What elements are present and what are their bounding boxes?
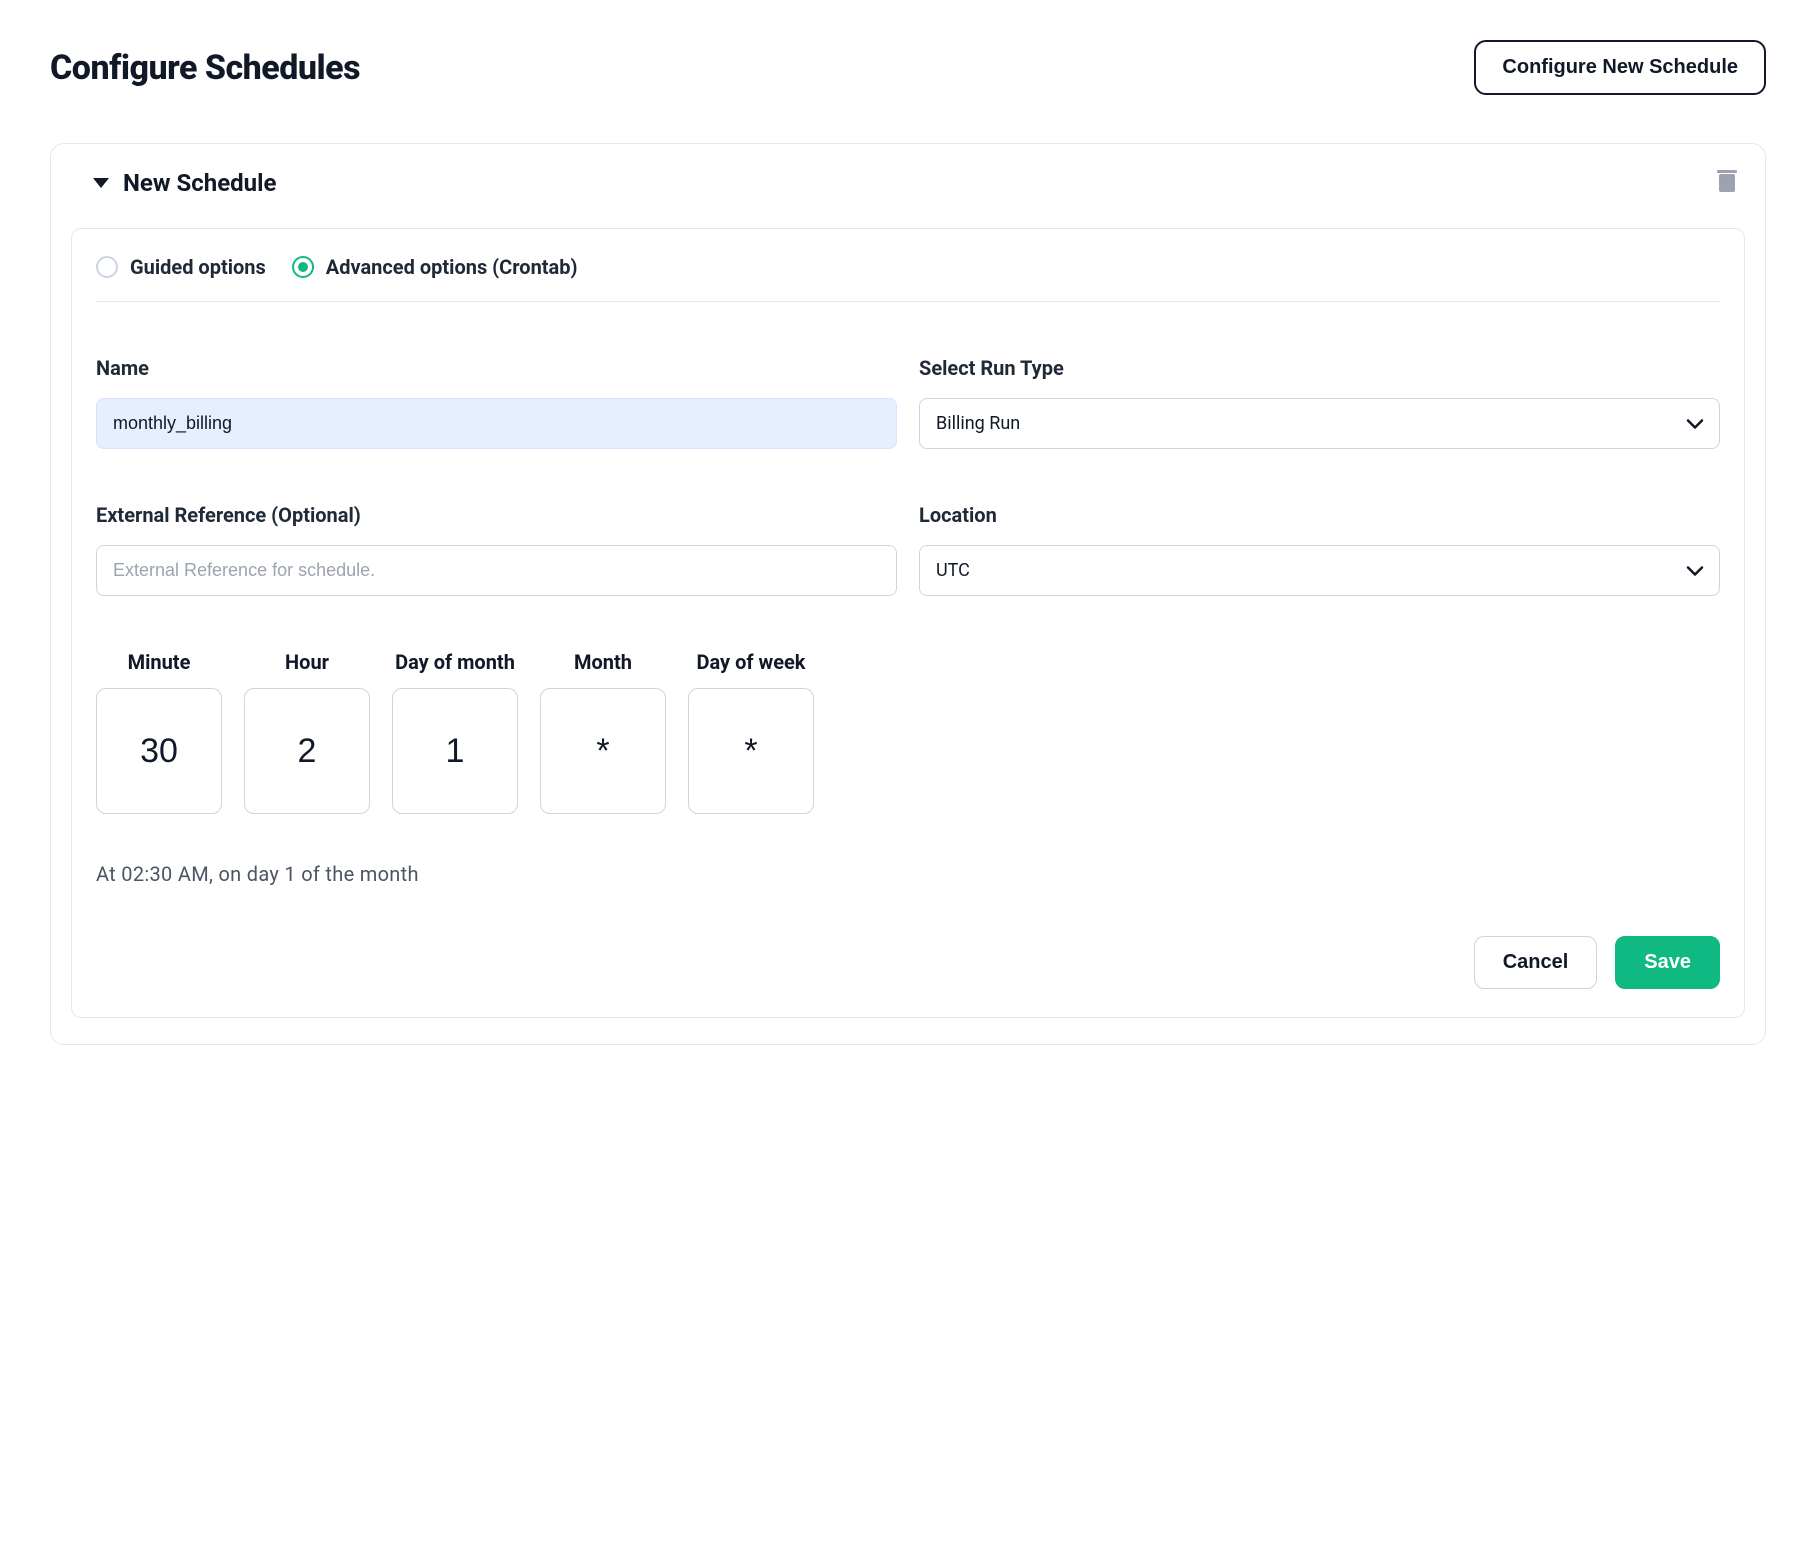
schedule-card: New Schedule Guided options Advanced opt…	[50, 143, 1766, 1045]
location-select[interactable]: UTC	[919, 545, 1720, 596]
cron-hour-input[interactable]	[244, 688, 370, 814]
cron-month-input[interactable]	[540, 688, 666, 814]
cron-minute-col: Minute	[96, 650, 222, 814]
name-field: Name	[96, 356, 897, 449]
cron-hour-col: Hour	[244, 650, 370, 814]
advanced-options-radio[interactable]: Advanced options (Crontab)	[292, 255, 578, 279]
cron-row: Minute Hour Day of month Month Day of we…	[96, 650, 1720, 814]
collapse-toggle-icon	[93, 178, 109, 188]
cancel-button[interactable]: Cancel	[1474, 936, 1598, 989]
radio-checked-icon	[292, 256, 314, 278]
guided-options-label: Guided options	[130, 255, 266, 279]
run-type-label: Select Run Type	[919, 356, 1720, 380]
cron-summary: At 02:30 AM, on day 1 of the month	[96, 862, 1720, 886]
cron-month-label: Month	[574, 650, 632, 674]
configure-new-schedule-button[interactable]: Configure New Schedule	[1474, 40, 1766, 95]
external-ref-label: External Reference (Optional)	[96, 503, 897, 527]
name-label: Name	[96, 356, 897, 380]
cron-dow-col: Day of week	[688, 650, 814, 814]
location-select-wrap: UTC	[919, 545, 1720, 596]
cron-dom-col: Day of month	[392, 650, 518, 814]
card-header: New Schedule	[71, 166, 1745, 228]
location-field: Location UTC	[919, 503, 1720, 596]
external-ref-input[interactable]	[96, 545, 897, 596]
name-input[interactable]	[96, 398, 897, 449]
cron-dom-input[interactable]	[392, 688, 518, 814]
cron-month-col: Month	[540, 650, 666, 814]
cron-dow-label: Day of week	[697, 650, 806, 674]
page-header: Configure Schedules Configure New Schedu…	[50, 40, 1766, 95]
cron-minute-label: Minute	[128, 650, 191, 674]
delete-schedule-icon[interactable]	[1715, 168, 1739, 198]
cron-dom-label: Day of month	[395, 650, 515, 674]
options-row: Guided options Advanced options (Crontab…	[96, 255, 1720, 302]
cron-minute-input[interactable]	[96, 688, 222, 814]
guided-options-radio[interactable]: Guided options	[96, 255, 266, 279]
card-header-left[interactable]: New Schedule	[93, 169, 276, 197]
card-title: New Schedule	[123, 169, 276, 197]
schedule-form-panel: Guided options Advanced options (Crontab…	[71, 228, 1745, 1018]
form-grid: Name Select Run Type Billing Run Externa…	[96, 356, 1720, 596]
run-type-field: Select Run Type Billing Run	[919, 356, 1720, 449]
run-type-select-wrap: Billing Run	[919, 398, 1720, 449]
page-title: Configure Schedules	[50, 48, 360, 88]
external-ref-field: External Reference (Optional)	[96, 503, 897, 596]
radio-inner-dot	[298, 262, 308, 272]
run-type-select[interactable]: Billing Run	[919, 398, 1720, 449]
advanced-options-label: Advanced options (Crontab)	[326, 255, 578, 279]
radio-unchecked-icon	[96, 256, 118, 278]
save-button[interactable]: Save	[1615, 936, 1720, 989]
location-label: Location	[919, 503, 1720, 527]
cron-dow-input[interactable]	[688, 688, 814, 814]
actions-row: Cancel Save	[96, 936, 1720, 989]
cron-hour-label: Hour	[285, 650, 329, 674]
